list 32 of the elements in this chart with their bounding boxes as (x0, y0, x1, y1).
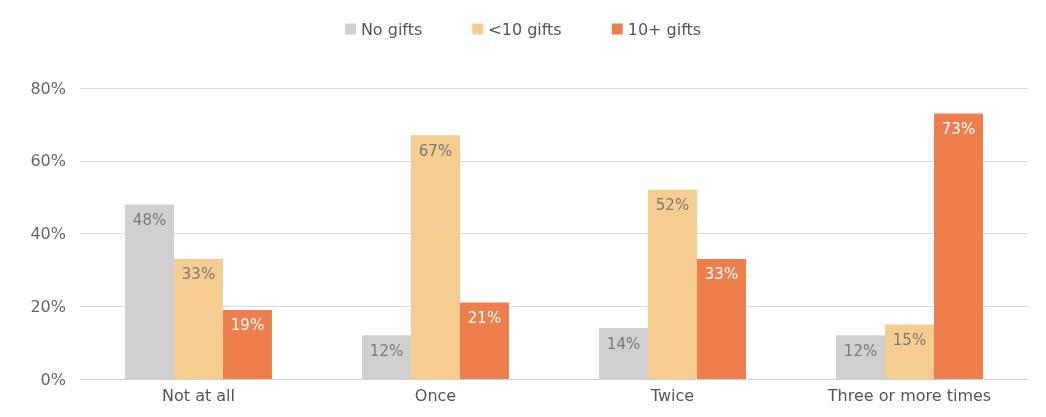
data-label: 73% (941, 119, 976, 138)
bar (459, 302, 509, 379)
data-label: 14% (606, 334, 641, 353)
bar (648, 189, 697, 379)
data-label: 48% (132, 210, 167, 229)
data-label: 21% (467, 309, 502, 328)
data-label: 12% (843, 341, 878, 360)
data-label: 15% (892, 330, 927, 349)
y-tick-label: 60% (30, 151, 66, 171)
y-tick-label: 0% (40, 369, 66, 389)
x-tick-label: Twice (649, 385, 695, 405)
data-label: 33% (181, 265, 216, 284)
bar (885, 324, 934, 379)
x-tick-label: Once (414, 385, 457, 405)
data-label: 52% (655, 196, 690, 215)
legend-label: 10+ gifts (627, 19, 702, 39)
bar (933, 113, 983, 379)
x-tick-label: Not at all (162, 385, 235, 405)
data-label: 12% (369, 341, 404, 360)
legend-label: <10 gifts (488, 19, 562, 39)
x-tick-label: Three or more times (826, 385, 992, 405)
y-tick-label: 40% (30, 224, 66, 243)
data-label: 67% (418, 141, 453, 160)
bar (411, 135, 460, 379)
data-label: 33% (704, 265, 739, 284)
bar (696, 258, 746, 379)
data-label: 19% (230, 316, 265, 335)
y-tick-label: 20% (30, 296, 66, 316)
bar (174, 258, 223, 379)
bar (222, 309, 272, 379)
y-tick-label: 80% (30, 78, 66, 98)
legend-label: No gifts (360, 19, 423, 39)
